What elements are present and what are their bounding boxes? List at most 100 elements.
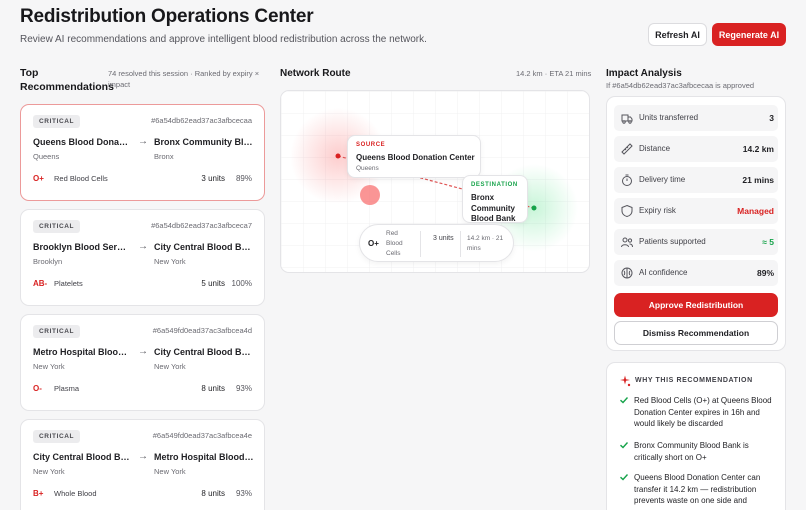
metric-label: AI confidence — [639, 268, 688, 277]
destination-city: New York — [154, 362, 186, 371]
impact-panel: Units transferred 3 Distance 14.2 km Deliver… — [606, 96, 786, 351]
recommendation-id: #6a549fd0ead37ac3afbcea4e — [152, 431, 252, 440]
units: 8 units — [201, 384, 225, 393]
blood-component: Red Blood Cells — [54, 174, 108, 183]
metric-label: Patients supported — [639, 237, 706, 246]
units: 5 units — [201, 279, 225, 288]
brain-icon — [621, 267, 633, 279]
arrow-right-icon: → — [138, 136, 148, 147]
arrow-right-icon: → — [138, 346, 148, 357]
divider — [460, 231, 461, 257]
why-title: WHY THIS RECOMMENDATION — [635, 377, 753, 384]
source-name: City Central Blood Bank — [33, 452, 131, 462]
destination-name: City Central Blood Bank — [154, 242, 254, 252]
metric-label: Delivery time — [639, 175, 686, 184]
recommendation-id: #6a54db62ead37ac3afbceca7 — [151, 221, 252, 230]
recommendation-id: #6a549fd0ead37ac3afbcea4d — [152, 326, 252, 335]
reason-text: Bronx Community Blood Bank is critically… — [634, 441, 749, 462]
page-subtitle: Review AI recommendations and approve in… — [20, 34, 427, 45]
destination-name: Metro Hospital Blood Bank — [154, 452, 254, 462]
destination-name: Bronx Community Blood Bank — [154, 137, 254, 147]
metric-label: Distance — [639, 144, 671, 153]
reason-text: Queens Blood Donation Center can transfe… — [634, 473, 761, 505]
route-line — [337, 155, 535, 209]
metric-label: Expiry risk — [639, 206, 676, 215]
arrow-right-icon: → — [138, 241, 148, 252]
destination-city: Bronx — [154, 152, 174, 161]
source-city: New York — [33, 467, 65, 476]
source-name: Queens Blood Donation Center — [356, 153, 475, 162]
destination-dot — [531, 205, 537, 211]
source-name: Metro Hospital Blood Bank — [33, 347, 131, 357]
destination-city: New York — [154, 257, 186, 266]
blood-component: Plasma — [54, 384, 80, 393]
route-units: 3 units — [433, 235, 454, 242]
destination-city: New York — [154, 467, 186, 476]
check-icon — [620, 474, 629, 481]
source-card[interactable]: SOURCE Queens Blood Donation Center Quee… — [347, 135, 481, 178]
ruler-icon — [621, 143, 633, 155]
source-city: Brooklyn — [33, 257, 63, 266]
metric-value: 89% — [756, 268, 774, 278]
destination-card[interactable]: DESTINATION Bronx Community Blood Bank — [462, 175, 528, 223]
network-map[interactable]: SOURCE Queens Blood Donation Center Quee… — [280, 90, 590, 273]
truck-icon — [621, 114, 633, 124]
source-name: Brooklyn Blood Services — [33, 242, 131, 252]
check-icon — [620, 442, 629, 449]
recommendation-card[interactable]: CRITICAL #6a549fd0ead37ac3afbcea4d Metro H… — [20, 314, 265, 411]
source-dot — [335, 153, 341, 159]
recommendation-card[interactable]: CRITICAL #6a54db62ead37ac3afbcecaa Queens … — [20, 104, 265, 201]
route-distance: 14.2 km · 21 mins — [467, 235, 504, 252]
metric-value: 3 — [769, 113, 774, 123]
recommendations-title: Top Recommendations — [20, 67, 114, 93]
network-title: Network Route — [280, 68, 351, 79]
recommendation-card[interactable]: CRITICAL #6a54db62ead37ac3afbceca7 Brookly… — [20, 209, 265, 306]
recommendation-card[interactable]: CRITICAL #6a549fd0ead37ac3afbcea4e City Ce… — [20, 419, 265, 510]
blood-type: AB- — [33, 279, 48, 288]
dismiss-recommendation-button[interactable]: Dismiss Recommendation — [614, 321, 778, 345]
impact-metric: Expiry risk Managed — [614, 198, 778, 224]
confidence: 100% — [231, 279, 252, 288]
stock-bubble — [360, 185, 380, 205]
regenerate-ai-button[interactable]: Regenerate AI — [712, 23, 786, 46]
route-component: Red Blood Cells — [386, 230, 403, 257]
divider — [420, 231, 421, 257]
source-city: Queens — [356, 165, 379, 172]
reason-text: Red Blood Cells (O+) at Queens Blood Don… — [634, 396, 772, 428]
destination-name: Bronx Community Blood Bank — [471, 193, 516, 223]
confidence: 93% — [235, 384, 252, 393]
timer-icon — [622, 174, 632, 186]
route-blood-type: O+ — [368, 239, 379, 248]
network-meta: 14.2 km · ETA 21 mins — [516, 69, 592, 78]
destination-label: DESTINATION — [471, 182, 518, 188]
metric-value: 14.2 km — [742, 144, 774, 154]
sparkle-icon — [620, 375, 631, 387]
route-info-card: O+ Red Blood Cells 3 units 14.2 km · 21 … — [359, 224, 514, 262]
destination-name: City Central Blood Bank — [154, 347, 254, 357]
priority-badge: CRITICAL — [33, 430, 81, 443]
confidence: 89% — [235, 174, 252, 183]
source-city: New York — [33, 362, 65, 371]
impact-metric: Patients supported ≈ 5 — [614, 229, 778, 255]
impact-title: Impact Analysis — [606, 68, 682, 79]
refresh-ai-button[interactable]: Refresh AI — [648, 23, 707, 46]
check-icon — [620, 397, 629, 404]
blood-type: B+ — [33, 489, 44, 498]
impact-metric: AI confidence 89% — [614, 260, 778, 286]
priority-badge: CRITICAL — [33, 115, 81, 128]
metric-value: 21 mins — [742, 175, 774, 185]
source-city: Queens — [33, 152, 60, 161]
metric-value: Managed — [737, 206, 774, 216]
priority-badge: CRITICAL — [33, 325, 81, 338]
metric-value: ≈ 5 — [762, 237, 774, 247]
units: 3 units — [201, 174, 225, 183]
impact-metric: Distance 14.2 km — [614, 136, 778, 162]
approve-redistribution-button[interactable]: Approve Redistribution — [614, 293, 778, 317]
source-name: Queens Blood Donation Center — [33, 137, 131, 147]
blood-type: O+ — [33, 174, 44, 183]
blood-component: Whole Blood — [54, 489, 97, 498]
impact-subtitle: If #6a54db62ead37ac3afbcecaa is approved — [606, 81, 755, 90]
page-title: Redistribution Operations Center — [20, 6, 314, 27]
metric-label: Units transferred — [639, 113, 699, 122]
source-label: SOURCE — [356, 142, 386, 148]
